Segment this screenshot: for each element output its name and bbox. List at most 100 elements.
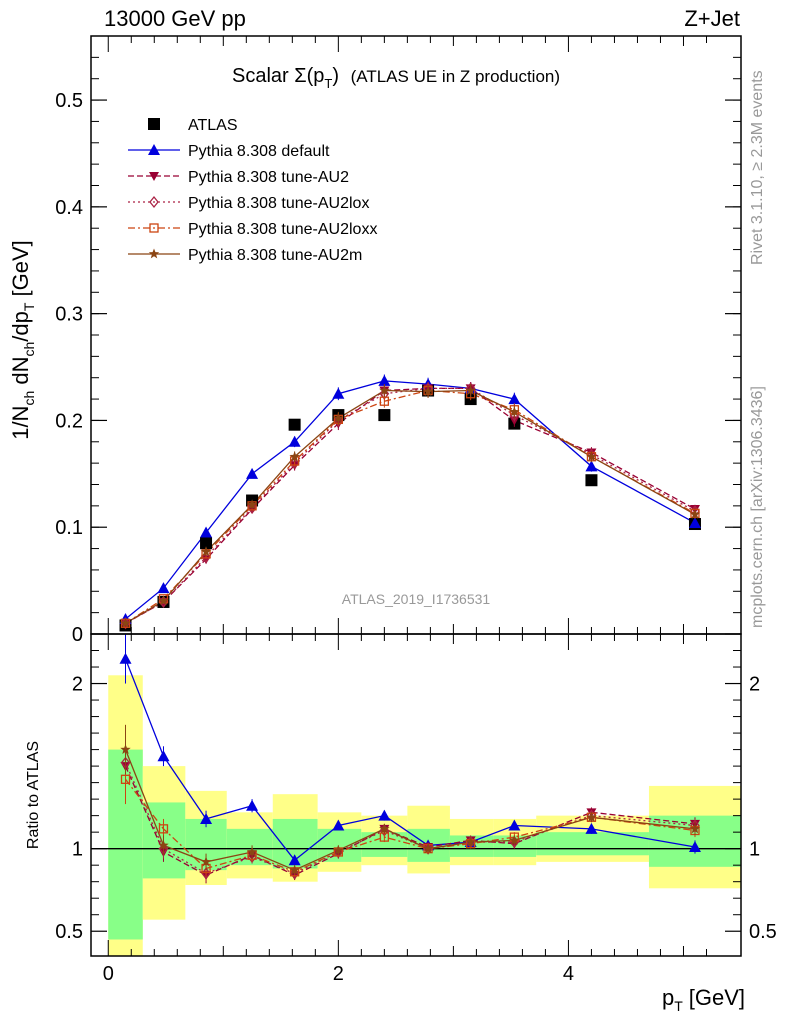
ratio-y-tick-label: 1	[72, 839, 83, 861]
ratio-point	[585, 822, 598, 834]
ratio-point	[200, 856, 212, 867]
legend-label: ATLAS	[188, 117, 238, 134]
legend-marker	[149, 172, 159, 181]
main-data-marks	[119, 374, 701, 632]
y-tick-label: 0.2	[55, 410, 83, 432]
ratio-y-tick-label: 2	[72, 674, 83, 696]
y-tick-label: 0.1	[55, 517, 83, 539]
ratio-point	[158, 824, 169, 834]
data-point	[378, 409, 391, 422]
data-point	[158, 595, 169, 606]
ratio-point	[120, 774, 131, 784]
xlabel-main: p	[662, 985, 674, 1010]
ratio-point	[200, 812, 213, 824]
data-point	[246, 467, 259, 479]
data-point	[333, 412, 344, 423]
data-point	[120, 617, 131, 628]
ratio-series-line	[124, 658, 696, 862]
ratio-y-tick-label-right: 2	[749, 674, 760, 696]
legend-marker	[148, 248, 160, 259]
title-main: Scalar Σ(p	[232, 65, 324, 87]
data-point	[586, 451, 597, 462]
y-tick-label: 0	[72, 624, 83, 646]
ratio-y-tick-label-right: 1	[749, 839, 760, 861]
legend-label: Pythia 8.308 default	[188, 143, 330, 160]
x-tick-label: 2	[333, 963, 344, 985]
data-point	[157, 582, 170, 594]
title-rest: (ATLAS UE in Z production)	[351, 67, 560, 86]
data-point	[379, 385, 390, 395]
title-close: )	[332, 65, 339, 87]
legend-marker	[148, 118, 160, 130]
xlabel-sub: T	[674, 998, 683, 1014]
data-point	[247, 501, 257, 515]
data-point	[200, 526, 213, 538]
legend-label: Pythia 8.308 tune-AU2loxx	[188, 221, 377, 238]
ratio-series-lines	[124, 658, 696, 876]
ratio-point	[288, 854, 301, 866]
uncertainty-band-green	[536, 832, 649, 856]
ratio-point	[378, 809, 391, 821]
ratio-y-tick-label: 0.5	[55, 921, 83, 943]
ratio-ylabel: Ratio to ATLAS	[25, 741, 42, 849]
data-point	[688, 516, 701, 528]
ratio-series-line	[124, 749, 696, 871]
data-point	[509, 406, 520, 417]
ratio-series-line	[124, 778, 696, 873]
legend-marker	[149, 223, 159, 233]
ratio-point	[158, 839, 169, 850]
y-tick-label: 0.5	[55, 90, 83, 112]
data-point	[246, 499, 258, 510]
ratio-point	[465, 836, 476, 847]
data-point	[332, 387, 345, 399]
data-point	[288, 435, 301, 447]
ratio-axes: 0.5 0.5 1 1 2 2 0 2 4	[55, 634, 777, 985]
ratio-series-line	[124, 762, 696, 875]
data-point	[508, 393, 521, 405]
data-point	[378, 374, 391, 386]
ratio-series-line	[124, 765, 696, 876]
series-line	[125, 389, 696, 624]
ratio-point	[689, 823, 701, 834]
ratio-bands	[91, 675, 741, 956]
series-line	[125, 387, 696, 624]
ratio-point	[379, 823, 390, 834]
y-tick-label: 0.3	[55, 304, 83, 326]
legend-label: Pythia 8.308 tune-AU2m	[188, 247, 362, 264]
ratio-point	[508, 819, 521, 831]
data-point	[200, 546, 212, 557]
data-point	[465, 385, 476, 395]
legend-label: Pythia 8.308 tune-AU2lox	[188, 195, 369, 212]
x-tick-label: 4	[563, 963, 574, 985]
data-point	[689, 508, 701, 519]
ratio-point	[422, 843, 434, 854]
legend-marker	[148, 144, 160, 155]
header-right-label: Z+Jet	[684, 6, 740, 31]
ratio-point	[201, 867, 211, 880]
x-tick-label: 0	[103, 963, 114, 985]
data-point	[379, 396, 390, 406]
data-point	[422, 386, 434, 396]
ratio-xlabel: pT [GeV]	[662, 985, 745, 1014]
ratio-point	[119, 652, 132, 664]
ratio-point	[586, 811, 597, 822]
ratio-point	[120, 744, 131, 754]
ratio-point	[332, 819, 345, 831]
ratio-point	[333, 844, 344, 855]
series-line	[125, 387, 696, 624]
legend: ATLAS Pythia 8.308 default Pythia 8.308 tu…	[128, 117, 377, 264]
y-tick-label: 0.4	[55, 197, 83, 219]
rivet-label: Rivet 3.1.10, ≥ 2.3M events	[749, 70, 766, 265]
xlabel-unit: [GeV]	[689, 985, 745, 1010]
ratio-data-marks	[119, 634, 701, 884]
uncertainty-band-green	[142, 802, 186, 879]
legend-marker	[149, 195, 159, 209]
ratio-point	[289, 867, 300, 880]
data-point	[585, 474, 598, 487]
main-ylabel: 1/Nch dNch/dpT [GeV]	[8, 240, 37, 440]
series-line	[125, 389, 696, 624]
ratio-y-tick-label-right: 0.5	[749, 921, 777, 943]
header-left-label: 13000 GeV pp	[104, 6, 246, 31]
mcplots-label: mcplots.cern.ch [arXiv:1306.3436]	[749, 386, 766, 628]
data-point	[288, 418, 301, 431]
